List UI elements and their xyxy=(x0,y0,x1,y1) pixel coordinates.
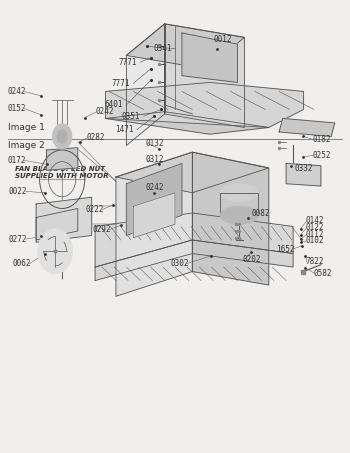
Polygon shape xyxy=(126,24,244,69)
Text: 0582: 0582 xyxy=(314,269,332,278)
Polygon shape xyxy=(164,24,244,127)
Text: 0332: 0332 xyxy=(295,164,313,173)
Polygon shape xyxy=(116,152,192,296)
Text: FAN BLADE SPEED NUT
SUPPLIED WITH MOTOR: FAN BLADE SPEED NUT SUPPLIED WITH MOTOR xyxy=(15,166,109,179)
Text: 0142: 0142 xyxy=(305,216,324,225)
Text: 0272: 0272 xyxy=(9,235,27,244)
Text: Image 2: Image 2 xyxy=(8,141,45,150)
Text: 0242: 0242 xyxy=(146,183,164,192)
Text: 0302: 0302 xyxy=(170,259,189,268)
Text: 0132: 0132 xyxy=(146,139,164,148)
Circle shape xyxy=(38,229,72,274)
Polygon shape xyxy=(106,82,303,127)
Ellipse shape xyxy=(220,184,258,202)
Text: 0242: 0242 xyxy=(95,107,114,116)
Polygon shape xyxy=(116,152,269,193)
Polygon shape xyxy=(36,208,78,240)
Text: 1652: 1652 xyxy=(276,245,295,254)
Text: 0012: 0012 xyxy=(213,35,232,44)
Text: 0282: 0282 xyxy=(86,133,105,142)
Text: 0341: 0341 xyxy=(153,44,172,53)
Polygon shape xyxy=(47,148,78,170)
Text: 0182: 0182 xyxy=(312,135,331,144)
Text: 7771: 7771 xyxy=(118,58,137,67)
Text: 0022: 0022 xyxy=(9,187,27,196)
Text: 0312: 0312 xyxy=(146,155,164,164)
Text: 0102: 0102 xyxy=(305,236,324,246)
Polygon shape xyxy=(106,112,269,134)
Polygon shape xyxy=(36,197,92,242)
Circle shape xyxy=(57,130,67,143)
Polygon shape xyxy=(95,240,293,280)
Text: 7822: 7822 xyxy=(305,257,324,266)
Text: 0152: 0152 xyxy=(7,104,26,113)
Text: 1471: 1471 xyxy=(115,125,133,134)
Text: 0292: 0292 xyxy=(92,225,111,234)
Polygon shape xyxy=(286,164,321,186)
Text: 0252: 0252 xyxy=(312,151,331,160)
Polygon shape xyxy=(126,164,182,236)
Text: 0122: 0122 xyxy=(305,223,324,232)
Polygon shape xyxy=(133,193,175,238)
Polygon shape xyxy=(279,118,335,136)
Text: Image 1: Image 1 xyxy=(8,123,45,132)
Polygon shape xyxy=(193,152,269,285)
Text: 7771: 7771 xyxy=(111,79,130,88)
Text: 0112: 0112 xyxy=(305,230,324,239)
Text: 0082: 0082 xyxy=(251,209,270,218)
Text: 0202: 0202 xyxy=(243,255,261,264)
Polygon shape xyxy=(220,193,258,215)
Text: 0062: 0062 xyxy=(12,260,31,268)
Text: 0172: 0172 xyxy=(7,156,26,165)
Text: 0222: 0222 xyxy=(85,205,104,214)
Polygon shape xyxy=(182,33,238,82)
Text: 0242: 0242 xyxy=(7,87,26,96)
Text: 0351: 0351 xyxy=(122,112,140,120)
Circle shape xyxy=(52,124,72,149)
Polygon shape xyxy=(126,24,164,145)
Text: 6401: 6401 xyxy=(104,101,123,110)
Ellipse shape xyxy=(220,206,258,224)
Polygon shape xyxy=(95,213,293,267)
